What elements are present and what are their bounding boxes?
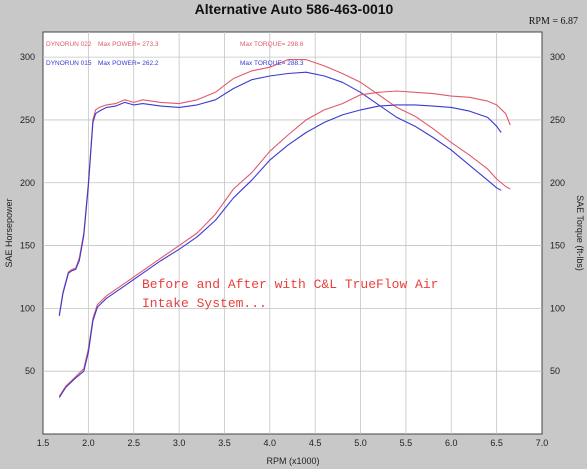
- x-tick-label: 1.5: [37, 438, 50, 448]
- x-tick-label: 6.5: [490, 438, 503, 448]
- legend-torque-015: Max TORQUE= 288.3: [240, 60, 304, 67]
- legend-run-022: DYNORUN 022: [46, 41, 92, 48]
- legend-power-015: Max POWER= 262.2: [98, 60, 159, 67]
- y-tick-label-right: 300: [550, 52, 565, 62]
- x-tick-label: 3.5: [218, 438, 231, 448]
- x-tick-label: 4.5: [309, 438, 322, 448]
- y-tick-label-left: 150: [20, 241, 35, 251]
- dynorun-015-torque-line: [58, 71, 502, 316]
- y-tick-label-right: 200: [550, 178, 565, 188]
- x-tick-label: 5.5: [400, 438, 413, 448]
- rpm-readout: RPM = 6.87: [529, 16, 578, 27]
- legend-power-022: Max POWER= 273.3: [98, 41, 159, 48]
- x-tick-label: 3.0: [173, 438, 186, 448]
- y-tick-label-left: 100: [20, 303, 35, 313]
- y-axis-title-right: SAE Torque (ft-lbs): [575, 195, 585, 271]
- y-tick-label-left: 50: [25, 366, 35, 376]
- x-axis-title: RPM (x1000): [266, 456, 319, 466]
- y-tick-label-right: 100: [550, 303, 565, 313]
- annotation-line-2: Intake System...: [142, 296, 267, 311]
- x-tick-label: 5.0: [354, 438, 367, 448]
- x-tick-label: 7.0: [536, 438, 549, 448]
- legend-run-015: DYNORUN 015: [46, 60, 92, 67]
- y-tick-label-right: 150: [550, 241, 565, 251]
- y-tick-label-left: 250: [20, 115, 35, 125]
- x-tick-label: 2.5: [127, 438, 140, 448]
- y-tick-label-right: 50: [550, 366, 560, 376]
- annotation-line-1: Before and After with C&L TrueFlow Air: [142, 277, 438, 292]
- dynorun-015-power-line: [58, 104, 502, 398]
- dynorun-022-power-line: [58, 90, 511, 397]
- y-tick-label-right: 250: [550, 115, 565, 125]
- y-tick-label-left: 200: [20, 178, 35, 188]
- legend: DYNORUN 022 Max POWER= 273.3 Max TORQUE=…: [46, 41, 304, 67]
- y-tick-label-left: 300: [20, 52, 35, 62]
- legend-torque-022: Max TORQUE= 298.6: [240, 41, 304, 48]
- x-tick-label: 6.0: [445, 438, 458, 448]
- series-lines: [58, 59, 511, 398]
- x-tick-label: 4.0: [264, 438, 277, 448]
- x-tick-label: 2.0: [82, 438, 95, 448]
- plot-area: [42, 31, 543, 435]
- y-axis-title-left: SAE Horsepower: [4, 198, 14, 267]
- chart-title: Alternative Auto 586-463-0010: [195, 1, 394, 17]
- grid: [43, 32, 542, 434]
- tick-labels: 1.5 2.0 2.5 3.0 3.5 4.0 4.5 5.0 5.5 6.0 6.5 7.0 50 10…: [20, 52, 565, 448]
